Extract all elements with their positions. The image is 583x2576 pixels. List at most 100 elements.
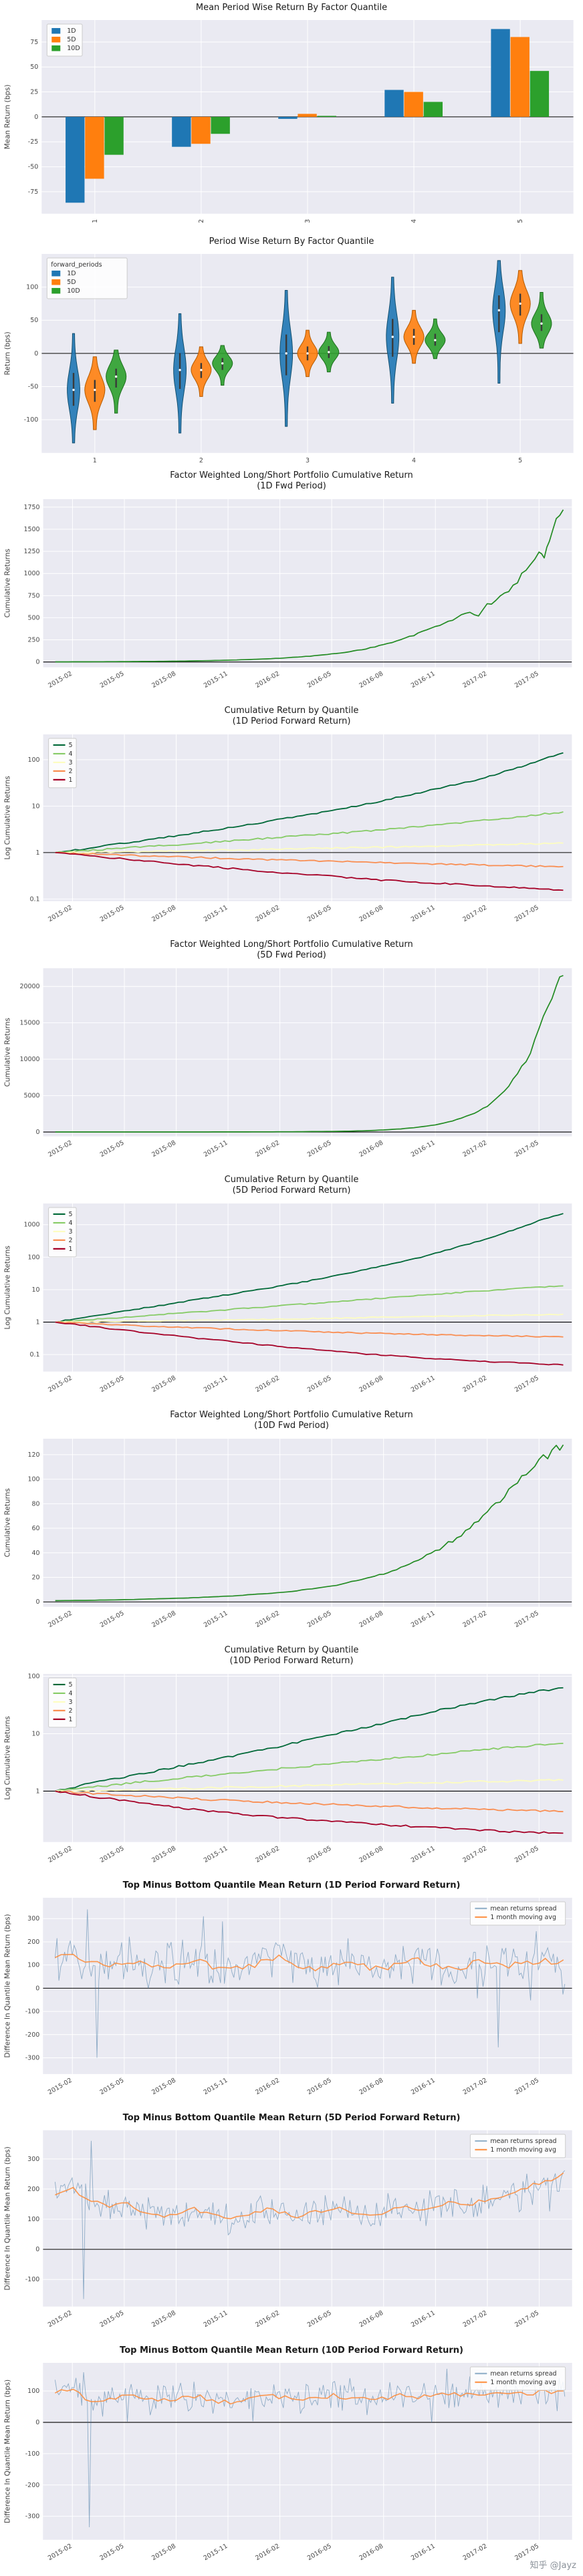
svg-text:2017-02: 2017-02 [461, 903, 488, 923]
svg-text:2015-08: 2015-08 [150, 670, 177, 689]
svg-text:Cumulative Returns: Cumulative Returns [4, 1018, 12, 1087]
svg-text:5D: 5D [67, 279, 76, 286]
chart-section-tmb-10d: Top Minus Bottom Quantile Mean Return (1… [0, 2343, 583, 2576]
svg-text:2015-11: 2015-11 [203, 1609, 229, 1628]
svg-text:3: 3 [69, 1698, 73, 1705]
svg-text:-100: -100 [25, 2008, 40, 2015]
svg-text:Log Cumulative Returns: Log Cumulative Returns [4, 1246, 12, 1329]
svg-text:40: 40 [32, 1549, 40, 1556]
chart-section-quantile-cumret-1d: Cumulative Return by Quantile (1D Period… [0, 703, 583, 937]
svg-text:2015-08: 2015-08 [150, 2077, 177, 2096]
svg-text:2: 2 [69, 767, 73, 774]
svg-text:-25: -25 [28, 138, 39, 146]
chart-title: Mean Period Wise Return By Factor Quanti… [195, 3, 388, 13]
svg-text:5D: 5D [67, 36, 76, 43]
svg-text:1: 1 [69, 1715, 73, 1723]
chart-subtitle: (10D Fwd Period) [254, 1421, 329, 1431]
svg-text:2: 2 [69, 1236, 73, 1244]
svg-text:2017-05: 2017-05 [513, 1374, 540, 1393]
svg-text:200: 200 [27, 2186, 39, 2193]
svg-text:2016-05: 2016-05 [306, 1609, 333, 1628]
chart-title: Cumulative Return by Quantile [224, 1645, 359, 1655]
svg-text:1: 1 [93, 457, 97, 464]
svg-text:mean returns spread: mean returns spread [490, 2138, 556, 2145]
cumulative-return-5d-line-chart: 0 5000 10000 15000 20000 2015-02 2015-05 2015-0… [4, 968, 572, 1158]
svg-text:-300: -300 [25, 2055, 40, 2062]
svg-text:2016-11: 2016-11 [410, 2543, 437, 2562]
svg-text:100: 100 [27, 2388, 39, 2395]
svg-text:0: 0 [36, 1129, 40, 1136]
svg-text:2015-08: 2015-08 [150, 903, 177, 923]
svg-text:2015-05: 2015-05 [99, 903, 126, 923]
svg-text:2015-05: 2015-05 [99, 2077, 126, 2096]
svg-text:10D: 10D [67, 287, 80, 295]
svg-text:2015-08: 2015-08 [150, 1374, 177, 1393]
svg-text:100: 100 [27, 2216, 39, 2223]
svg-text:2016-02: 2016-02 [254, 2309, 281, 2329]
cumulative-return-10d-line-chart: 0 20 40 60 80 100 120 2015-02 2015-05 2015-08 2015… [4, 1438, 572, 1628]
svg-text:100: 100 [26, 284, 38, 291]
svg-text:1750: 1750 [23, 503, 39, 511]
svg-text:2015-08: 2015-08 [150, 1139, 177, 1158]
svg-text:2015-05: 2015-05 [99, 1139, 126, 1158]
svg-text:2016-02: 2016-02 [254, 1844, 281, 1864]
svg-text:2017-05: 2017-05 [513, 2077, 540, 2096]
svg-text:1D: 1D [67, 27, 76, 35]
svg-text:2016-02: 2016-02 [254, 1139, 281, 1158]
svg-text:0: 0 [35, 1985, 39, 1993]
svg-text:4: 4 [411, 219, 418, 223]
svg-text:300: 300 [27, 2156, 39, 2163]
svg-text:2015-02: 2015-02 [47, 2309, 74, 2329]
svg-text:2017-05: 2017-05 [513, 2309, 540, 2329]
svg-text:2015-05: 2015-05 [99, 1844, 126, 1864]
svg-text:1D: 1D [67, 270, 76, 277]
svg-text:Mean Return (bps): Mean Return (bps) [3, 85, 11, 150]
svg-text:2015-11: 2015-11 [203, 903, 229, 923]
chart-section-mean-return: Mean Period Wise Return By Factor Quanti… [0, 0, 583, 234]
svg-text:2017-02: 2017-02 [462, 2543, 489, 2562]
svg-text:2017-02: 2017-02 [461, 1139, 488, 1158]
svg-text:2015-08: 2015-08 [150, 2309, 177, 2329]
svg-text:-300: -300 [25, 2513, 40, 2521]
svg-text:2016-11: 2016-11 [410, 1374, 437, 1393]
svg-text:2016-11: 2016-11 [410, 1609, 437, 1628]
svg-text:-200: -200 [25, 2031, 40, 2039]
chart-title: Factor Weighted Long/Short Portfolio Cum… [170, 470, 413, 480]
svg-text:mean returns spread: mean returns spread [490, 1905, 556, 1912]
svg-text:2016-05: 2016-05 [306, 2077, 333, 2096]
svg-text:-50: -50 [28, 164, 39, 171]
svg-text:2017-02: 2017-02 [461, 1609, 488, 1628]
chart-subtitle: (1D Fwd Period) [257, 481, 326, 492]
svg-text:10D: 10D [67, 45, 80, 52]
svg-text:200: 200 [27, 1939, 39, 1946]
svg-text:5: 5 [69, 1681, 73, 1688]
svg-text:2015-02: 2015-02 [47, 2543, 74, 2562]
chart-title: Factor Weighted Long/Short Portfolio Cum… [170, 940, 413, 950]
svg-text:0: 0 [36, 658, 40, 666]
svg-text:2016-08: 2016-08 [358, 670, 384, 689]
svg-text:0: 0 [34, 114, 38, 121]
svg-text:100: 100 [28, 1475, 40, 1483]
svg-text:75: 75 [30, 39, 38, 46]
svg-text:2016-05: 2016-05 [306, 903, 333, 923]
svg-text:3: 3 [304, 219, 312, 223]
svg-text:2015-11: 2015-11 [203, 2543, 229, 2562]
cumulative-return-by-quantile-10d-chart: 1 10 100 2015-02 2015-05 2015-08 2015-11 2016-0… [4, 1673, 572, 1864]
mean-return-by-quantile-bar-chart: -75 -50 -25 0 25 50 75 1 2 3 4 5 Mean Return (bps) 1D… [3, 20, 574, 223]
svg-text:-50: -50 [28, 384, 39, 391]
svg-text:2016-02: 2016-02 [254, 903, 281, 923]
svg-text:2016-11: 2016-11 [410, 1844, 437, 1864]
svg-text:-75: -75 [28, 188, 39, 196]
chart-title-box: Factor Weighted Long/Short Portfolio Cum… [0, 1407, 583, 1433]
svg-text:2016-08: 2016-08 [358, 2077, 384, 2096]
svg-text:0: 0 [35, 2246, 39, 2253]
chart-section-cumret-1d: Factor Weighted Long/Short Portfolio Cum… [0, 468, 583, 703]
svg-text:120: 120 [28, 1451, 40, 1458]
return-by-quantile-violin-chart: -100 -50 0 50 100 1 2 3 4 5 Return (bps) forward_pe… [3, 254, 574, 464]
svg-text:100: 100 [28, 756, 40, 763]
svg-text:2016-11: 2016-11 [410, 670, 437, 689]
svg-text:80: 80 [32, 1500, 40, 1508]
svg-text:2016-02: 2016-02 [254, 1609, 281, 1628]
svg-text:100: 100 [28, 1254, 40, 1261]
svg-text:2: 2 [198, 219, 205, 223]
